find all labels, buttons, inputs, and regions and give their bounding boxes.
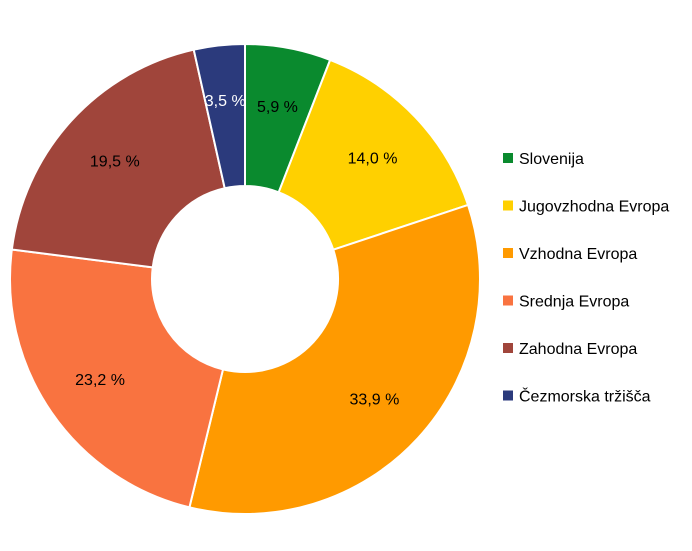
legend-label-cezmorska-trzisca: Čezmorska tržišča — [519, 387, 651, 406]
slice-zahodna-evropa — [10, 48, 226, 269]
slice-value-label: 14,0 % — [348, 151, 398, 168]
legend-label-vzhodna-evropa: Vzhodna Evropa — [519, 246, 637, 263]
legend-label-slovenija: Slovenija — [519, 151, 584, 168]
legend-swatch — [503, 200, 513, 211]
legend-swatch — [503, 295, 513, 306]
legend-swatch — [503, 248, 513, 258]
legend-swatch — [503, 390, 513, 401]
legend-swatch — [503, 343, 513, 353]
slice-vzhodna-evropa — [188, 203, 481, 515]
slice-cezmorska-trzisca — [192, 42, 246, 190]
slice-labels: 5,9 % 14,0 % 33,9 % 23,2 % 19,5 % 3,5 % — [75, 93, 399, 408]
slice-value-label: 33,9 % — [350, 391, 400, 408]
slice-value-label: 23,2 % — [75, 372, 125, 389]
legend-label-jugovzhodna-evropa: Jugovzhodna Evropa — [519, 199, 669, 216]
donut-slices — [9, 42, 481, 515]
legend: Slovenija Jugovzhodna Evropa Vzhodna Evrop… — [503, 151, 669, 406]
slice-jugovzhodna-evropa — [277, 58, 470, 251]
legend-label-srednja-evropa: Srednja Evropa — [519, 294, 629, 311]
slice-value-label: 3,5 % — [205, 93, 246, 110]
slice-srednja-evropa — [9, 248, 225, 509]
legend-label-zahodna-evropa: Zahodna Evropa — [519, 341, 637, 358]
slice-value-label: 5,9 % — [257, 99, 298, 116]
legend-swatch — [503, 153, 513, 163]
slice-value-label: 19,5 % — [90, 154, 140, 171]
